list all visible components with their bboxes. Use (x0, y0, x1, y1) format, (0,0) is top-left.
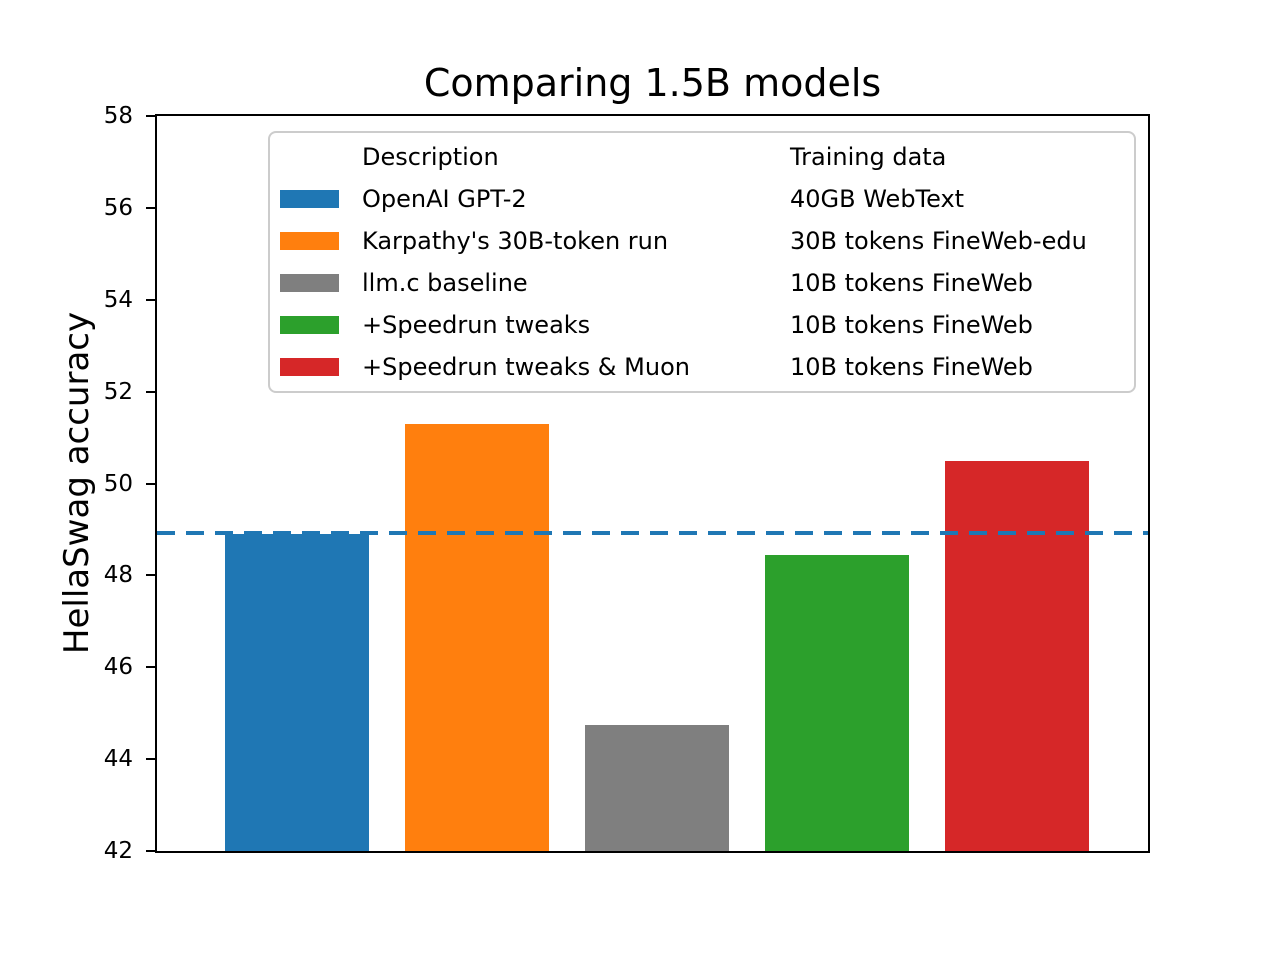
plot-area: Description Training data OpenAI GPT-2 40… (155, 114, 1150, 853)
bar-0 (225, 534, 369, 851)
plot-inner: Description Training data OpenAI GPT-2 40… (157, 116, 1148, 851)
y-tick-mark (146, 390, 155, 393)
y-tick-mark (146, 298, 155, 301)
y-tick-mark (146, 666, 155, 669)
legend-swatch-1 (280, 232, 339, 250)
legend-swatch-4 (280, 358, 339, 376)
legend-training-data-label: 30B tokens FineWeb-edu (790, 227, 1087, 255)
reference-dashed-line (157, 530, 1148, 535)
legend-header-training-data: Training data (790, 143, 947, 171)
bar-3 (765, 554, 909, 851)
bar-2 (585, 724, 729, 851)
y-tick-mark (146, 206, 155, 209)
legend-training-data-label: 10B tokens FineWeb (790, 269, 1033, 297)
legend-row-2: llm.c baseline 10B tokens FineWeb (270, 262, 1134, 304)
y-tick-label: 52 (103, 378, 133, 405)
legend-row-3: +Speedrun tweaks 10B tokens FineWeb (270, 304, 1134, 346)
bar-1 (405, 423, 549, 851)
y-tick-mark (146, 758, 155, 761)
y-tick-label: 42 (103, 838, 133, 864)
y-tick-label: 46 (103, 654, 133, 681)
y-tick-mark (146, 574, 155, 577)
y-tick-mark (146, 482, 155, 485)
legend-training-data-label: 10B tokens FineWeb (790, 311, 1033, 339)
y-tick-label: 50 (103, 470, 133, 497)
legend-swatch-3 (280, 316, 339, 334)
y-tick-label: 54 (103, 286, 133, 313)
legend-swatch-0 (280, 190, 339, 208)
y-tick-label: 56 (103, 194, 133, 221)
legend-description-label: +Speedrun tweaks & Muon (362, 353, 690, 381)
y-tick-mark (146, 850, 155, 852)
y-tick-label: 44 (103, 746, 133, 773)
legend-header-row: Description Training data (270, 136, 1134, 178)
chart-title: Comparing 1.5B models (423, 61, 882, 105)
legend-description-label: +Speedrun tweaks (362, 311, 591, 339)
y-tick-label: 58 (103, 103, 133, 129)
legend-header-description: Description (362, 143, 499, 171)
legend-description-label: Karpathy's 30B-token run (362, 227, 669, 255)
legend: Description Training data OpenAI GPT-2 40… (268, 131, 1136, 393)
y-tick-label: 48 (103, 562, 133, 589)
y-axis-label: HellaSwag accuracy (57, 311, 97, 655)
bar-4 (945, 460, 1089, 851)
legend-row-1: Karpathy's 30B-token run 30B tokens FineW… (270, 220, 1134, 262)
legend-training-data-label: 10B tokens FineWeb (790, 353, 1033, 381)
y-tick-mark (146, 115, 155, 117)
legend-description-label: llm.c baseline (362, 269, 528, 297)
legend-row-4: +Speedrun tweaks & Muon 10B tokens FineWe… (270, 346, 1134, 388)
legend-description-label: OpenAI GPT-2 (362, 185, 527, 213)
legend-training-data-label: 40GB WebText (790, 185, 965, 213)
legend-row-0: OpenAI GPT-2 40GB WebText (270, 178, 1134, 220)
legend-swatch-2 (280, 274, 339, 292)
